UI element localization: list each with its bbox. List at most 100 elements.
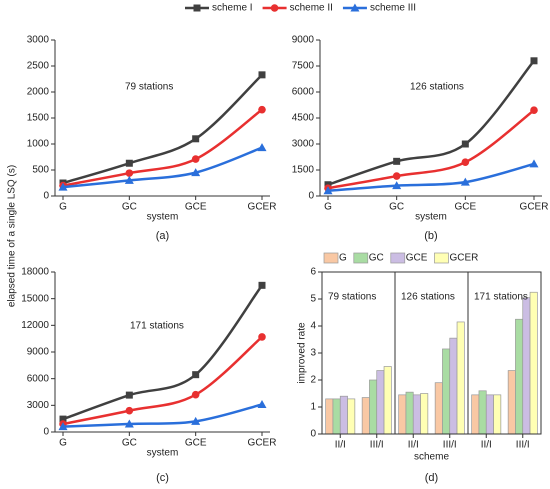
legend-label: scheme III [370,3,416,14]
x-tick-label: II/I [481,440,492,451]
x-tick-label: III/I [516,440,530,451]
bar [361,397,370,435]
axis [54,40,270,197]
panel-label: (d) [425,472,438,484]
y-tick-label: 4 [310,321,316,332]
series-line [327,60,535,186]
legend-swatch [390,252,406,264]
x-tick-label: GCER [248,438,277,449]
x-tick-label: GC [389,202,404,213]
panel-label: (a) [156,230,169,242]
annotation: 126 stations [410,82,464,93]
marker [193,4,201,12]
y-tick-label: 1 [310,402,316,413]
x-tick-label: G [324,202,332,213]
x-tick-label: GCER [248,202,277,213]
y-tick-label: 2500 [27,61,50,72]
series-line [62,146,263,189]
y-tick-label: 1500 [27,113,50,124]
x-tick-label: GC [122,202,137,213]
x-tick-label: III/I [370,440,384,451]
x-tick-label: III/I [443,440,457,451]
x-axis-label: scheme [414,452,449,463]
y-tick-label: 2000 [27,87,50,98]
y-tick-label: 3000 [292,139,315,150]
marker [530,106,538,114]
y-tick-label: 6000 [27,373,50,384]
legend-swatch [323,252,339,264]
bar [383,366,392,435]
y-tick-label: 0 [43,427,49,438]
marker [124,175,134,184]
bar [339,395,348,435]
marker [460,177,470,186]
bar [507,370,516,435]
marker [350,3,360,12]
series-line [327,162,535,193]
marker [323,186,333,195]
x-tick-label: G [59,202,67,213]
bar [515,318,524,435]
bar [449,337,458,435]
y-tick-label: 5 [310,294,316,305]
bar [493,394,502,435]
x-tick-label: GCE [185,438,207,449]
marker [191,416,201,425]
bar [456,321,465,435]
x-tick-label: II/I [408,440,419,451]
marker [192,135,200,143]
y-tick-label: 6 [310,267,316,278]
marker [58,182,68,191]
y-tick-label: 15000 [21,293,49,304]
annotation: 171 stations [474,292,528,303]
marker [393,157,401,165]
legend-label: scheme II [290,3,333,14]
marker [58,422,68,431]
bar [485,394,494,435]
bar [405,391,414,435]
x-tick-label: GC [122,438,137,449]
axis [54,272,270,433]
y-tick-label: 3000 [27,35,50,46]
marker [258,281,266,289]
marker [392,172,401,180]
marker [529,159,539,168]
bar [434,382,443,435]
x-axis-label: system [147,448,179,459]
series-line [62,284,264,421]
x-tick-label: G [59,438,67,449]
marker [257,143,267,152]
y-axis-label: improved rate [297,322,308,384]
marker [258,105,266,114]
bar [347,398,356,435]
bar [529,291,538,435]
series-line [62,335,263,426]
legend-label: scheme I [212,3,253,14]
y-tick-label: 18000 [21,267,49,278]
y-tick-label: 9000 [292,35,315,46]
y-tick-label: 2 [310,375,316,386]
y-tick-label: 3 [310,348,316,359]
series-line [62,73,263,185]
bar [325,398,334,435]
y-tick-label: 7500 [292,61,315,72]
marker [191,168,201,177]
y-tick-label: 0 [308,191,314,202]
x-tick-label: GCER [520,202,549,213]
marker [461,158,470,166]
panel-label: (c) [156,472,169,484]
panel-label: (b) [424,230,437,242]
marker [191,155,200,163]
x-axis-label: system [147,212,179,223]
legend-swatch [353,252,369,264]
bar [398,394,407,435]
bar [522,297,531,435]
x-axis-label: system [415,212,447,223]
marker [257,399,267,408]
marker [258,71,266,79]
marker [124,419,134,428]
series-line [62,403,263,428]
annotation: 126 stations [401,292,455,303]
y-tick-label: 6000 [292,87,315,98]
